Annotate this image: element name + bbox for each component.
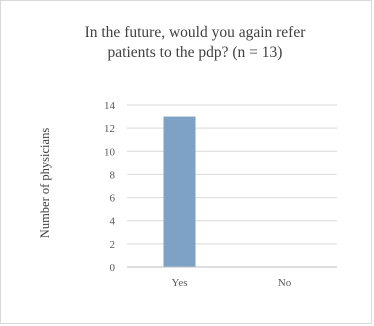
y-tick-labels: 0 2 4 6 8 10 12 14: [104, 100, 116, 274]
chart-title-line-2: patients to the pdp? (n = 13): [108, 44, 283, 61]
x-tick-label: No: [278, 277, 292, 289]
y-tick-label: 0: [110, 262, 116, 274]
bar-yes: [163, 116, 196, 267]
y-axis-title: Number of physicians: [38, 128, 52, 239]
x-tick-label: Yes: [171, 277, 187, 289]
y-tick-label: 4: [110, 216, 116, 228]
gridlines: [127, 104, 337, 245]
bars: [163, 116, 196, 267]
y-tick-label: 10: [104, 146, 116, 158]
x-tick-labels: Yes No: [171, 277, 291, 289]
y-tick-label: 2: [110, 239, 116, 251]
y-tick-label: 6: [110, 193, 116, 205]
y-tick-label: 8: [110, 169, 116, 181]
y-tick-label: 12: [104, 123, 115, 135]
chart-title-line-1: In the future, would you again refer: [85, 24, 307, 41]
y-tick-label: 14: [104, 100, 116, 112]
